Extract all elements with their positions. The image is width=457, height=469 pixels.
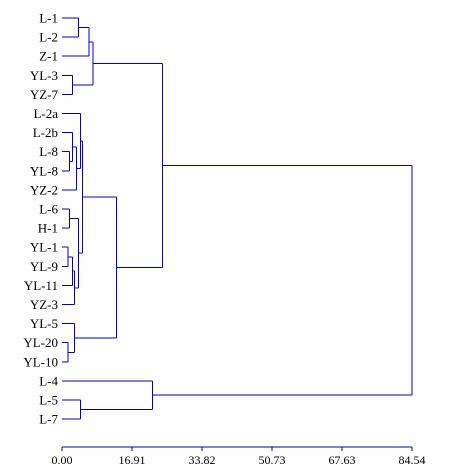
leaf-label: L-4 bbox=[39, 373, 58, 388]
leaf-label: L-2b bbox=[33, 125, 58, 140]
leaf-label: H-1 bbox=[38, 221, 58, 236]
x-axis: 0.00 16.91 33.82 50.73 67.63 84.54 bbox=[52, 446, 426, 467]
leaf-label: L-1 bbox=[39, 11, 58, 26]
leaf-label: Z-1 bbox=[39, 49, 58, 64]
leaf-label: YL-5 bbox=[30, 316, 58, 331]
leaf-label: YZ-7 bbox=[30, 87, 59, 102]
x-tick-label: 0.00 bbox=[52, 453, 73, 467]
leaf-label: YL-10 bbox=[23, 354, 58, 369]
leaf-label: L-2 bbox=[39, 30, 58, 45]
leaf-labels: L-1 L-2 Z-1 YL-3 YZ-7 L-2a L-2b L-8 YL-8 YZ-2 L-6 H… bbox=[23, 11, 58, 427]
leaf-label: YZ-3 bbox=[30, 297, 58, 312]
dendrogram-branches bbox=[62, 17, 413, 420]
leaf-label: L-2a bbox=[33, 106, 58, 121]
x-tick-label: 84.54 bbox=[399, 453, 426, 467]
x-tick-label: 50.73 bbox=[259, 453, 286, 467]
leaf-label: YL-20 bbox=[23, 335, 58, 350]
x-tick-label: 67.63 bbox=[329, 453, 356, 467]
leaf-label: L-7 bbox=[39, 412, 58, 427]
leaf-label: YL-11 bbox=[24, 278, 58, 293]
leaf-label: L-5 bbox=[39, 393, 58, 408]
leaf-label: L-6 bbox=[39, 202, 58, 217]
leaf-label: YL-3 bbox=[30, 68, 58, 83]
x-tick-label: 33.82 bbox=[189, 453, 216, 467]
leaf-label: YL-9 bbox=[30, 259, 58, 274]
x-tick-label: 16.91 bbox=[119, 453, 146, 467]
leaf-label: YL-8 bbox=[30, 163, 58, 178]
leaf-label: YL-1 bbox=[30, 240, 58, 255]
leaf-label: YZ-2 bbox=[30, 182, 58, 197]
leaf-label: L-8 bbox=[39, 144, 58, 159]
